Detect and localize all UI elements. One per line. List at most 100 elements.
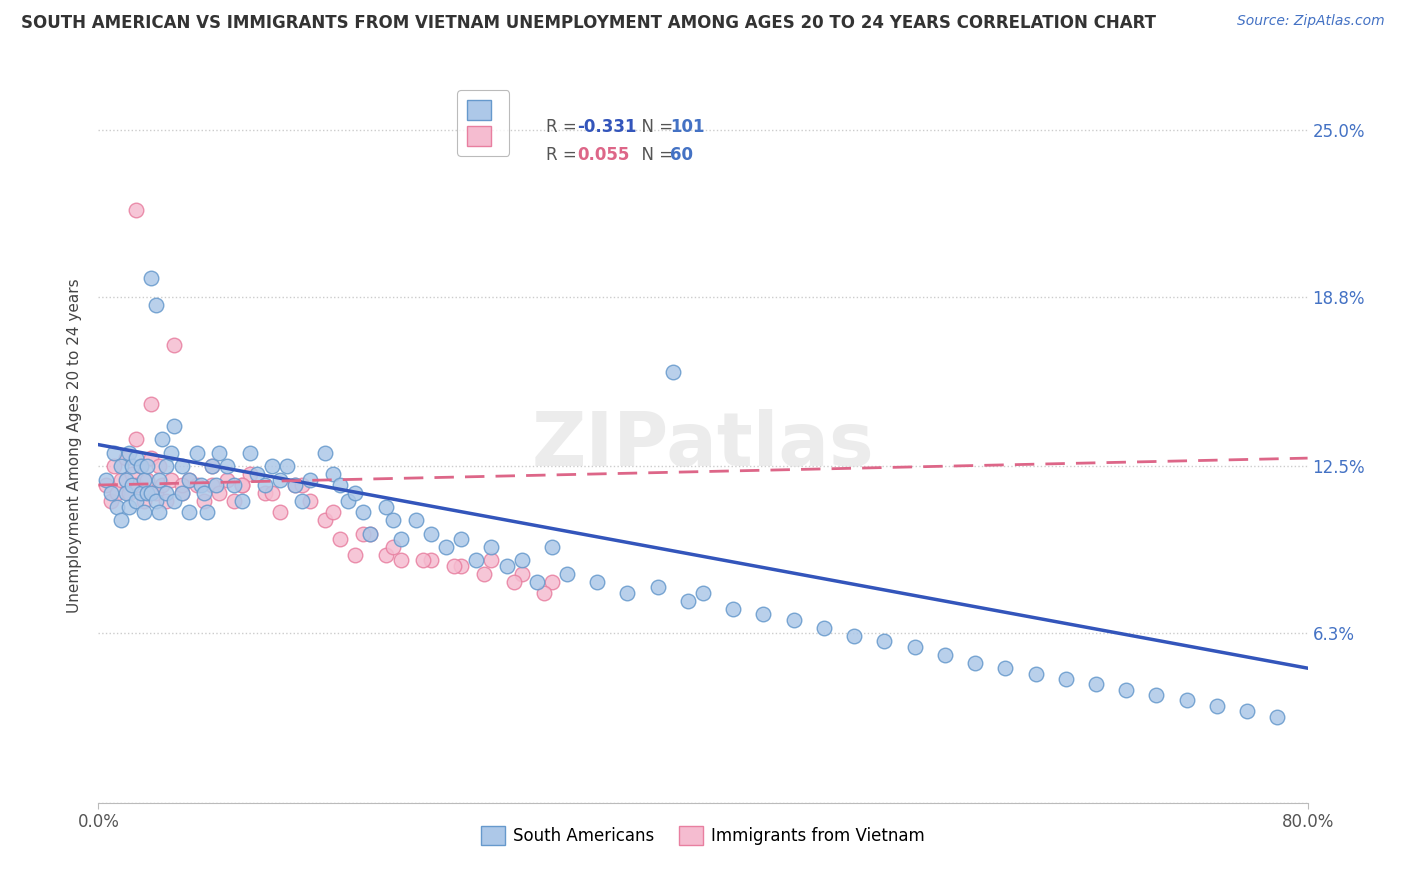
Point [813, 621, 835, 635]
Point [114, 473, 136, 487]
Point [231, 478, 253, 492]
Text: R =: R = [547, 146, 582, 164]
Point [145, 494, 167, 508]
Point [150, 432, 173, 446]
Point [141, 270, 163, 285]
Point [253, 478, 276, 492]
Point [299, 473, 322, 487]
Point [352, 505, 374, 519]
Point [163, 494, 186, 508]
Point [125, 432, 148, 446]
Point [110, 459, 132, 474]
Point [405, 513, 427, 527]
Point [465, 553, 488, 567]
Point [141, 486, 163, 500]
Point [215, 459, 238, 474]
Point [510, 553, 533, 567]
Point [129, 459, 152, 474]
Point [201, 478, 224, 492]
Point [253, 486, 276, 500]
Point [389, 532, 412, 546]
Point [495, 558, 517, 573]
Point [360, 526, 382, 541]
Point [179, 473, 201, 487]
Point [114, 486, 136, 500]
Point [1085, 677, 1108, 691]
Point [382, 513, 405, 527]
Point [533, 586, 555, 600]
Point [661, 365, 683, 379]
Point [904, 640, 927, 654]
Point [344, 486, 367, 500]
Point [208, 446, 231, 460]
Point [352, 526, 374, 541]
Point [783, 613, 806, 627]
Point [155, 494, 177, 508]
Text: -0.331: -0.331 [578, 118, 637, 136]
Text: 101: 101 [671, 118, 704, 136]
Point [193, 494, 215, 508]
Point [170, 459, 193, 474]
Text: SOUTH AMERICAN VS IMMIGRANTS FROM VIETNAM UNEMPLOYMENT AMONG AGES 20 TO 24 YEARS: SOUTH AMERICAN VS IMMIGRANTS FROM VIETNA… [21, 14, 1156, 32]
Text: R =: R = [547, 118, 582, 136]
Point [170, 478, 193, 492]
Point [105, 486, 128, 500]
Point [205, 478, 228, 492]
Point [132, 473, 155, 487]
Point [94, 473, 117, 487]
Point [676, 594, 699, 608]
Point [1267, 709, 1289, 723]
Point [382, 540, 405, 554]
Text: ZIPatlas: ZIPatlas [531, 409, 875, 483]
Point [412, 553, 434, 567]
Point [100, 486, 122, 500]
Point [329, 478, 352, 492]
Point [389, 553, 412, 567]
Point [1115, 682, 1137, 697]
Point [125, 451, 148, 466]
Point [450, 532, 472, 546]
Point [193, 486, 215, 500]
Point [276, 459, 298, 474]
Point [148, 505, 170, 519]
Point [201, 459, 224, 474]
Point [1236, 704, 1258, 718]
Point [443, 558, 465, 573]
Point [692, 586, 714, 600]
Point [374, 548, 396, 562]
Point [336, 494, 359, 508]
Point [1024, 666, 1046, 681]
Point [186, 446, 208, 460]
Point [150, 478, 173, 492]
Point [155, 486, 177, 500]
Point [103, 459, 125, 474]
Point [1175, 693, 1198, 707]
Y-axis label: Unemployment Among Ages 20 to 24 years: Unemployment Among Ages 20 to 24 years [67, 278, 83, 614]
Point [110, 513, 132, 527]
Point [239, 446, 262, 460]
Point [179, 505, 201, 519]
Point [322, 505, 344, 519]
Point [231, 478, 253, 492]
Point [129, 459, 152, 474]
Point [965, 656, 987, 670]
Point [873, 634, 896, 648]
Point [1144, 688, 1167, 702]
Point [647, 580, 669, 594]
Point [135, 486, 157, 500]
Point [994, 661, 1017, 675]
Point [125, 494, 148, 508]
Point [329, 532, 352, 546]
Point [284, 478, 307, 492]
Point [291, 494, 314, 508]
Point [135, 459, 157, 474]
Point [752, 607, 775, 622]
Point [526, 574, 548, 589]
Point [145, 486, 167, 500]
Point [934, 648, 956, 662]
Point [100, 494, 122, 508]
Text: 60: 60 [671, 146, 693, 164]
Point [186, 478, 208, 492]
Point [723, 602, 745, 616]
Text: Source: ZipAtlas.com: Source: ZipAtlas.com [1237, 14, 1385, 29]
